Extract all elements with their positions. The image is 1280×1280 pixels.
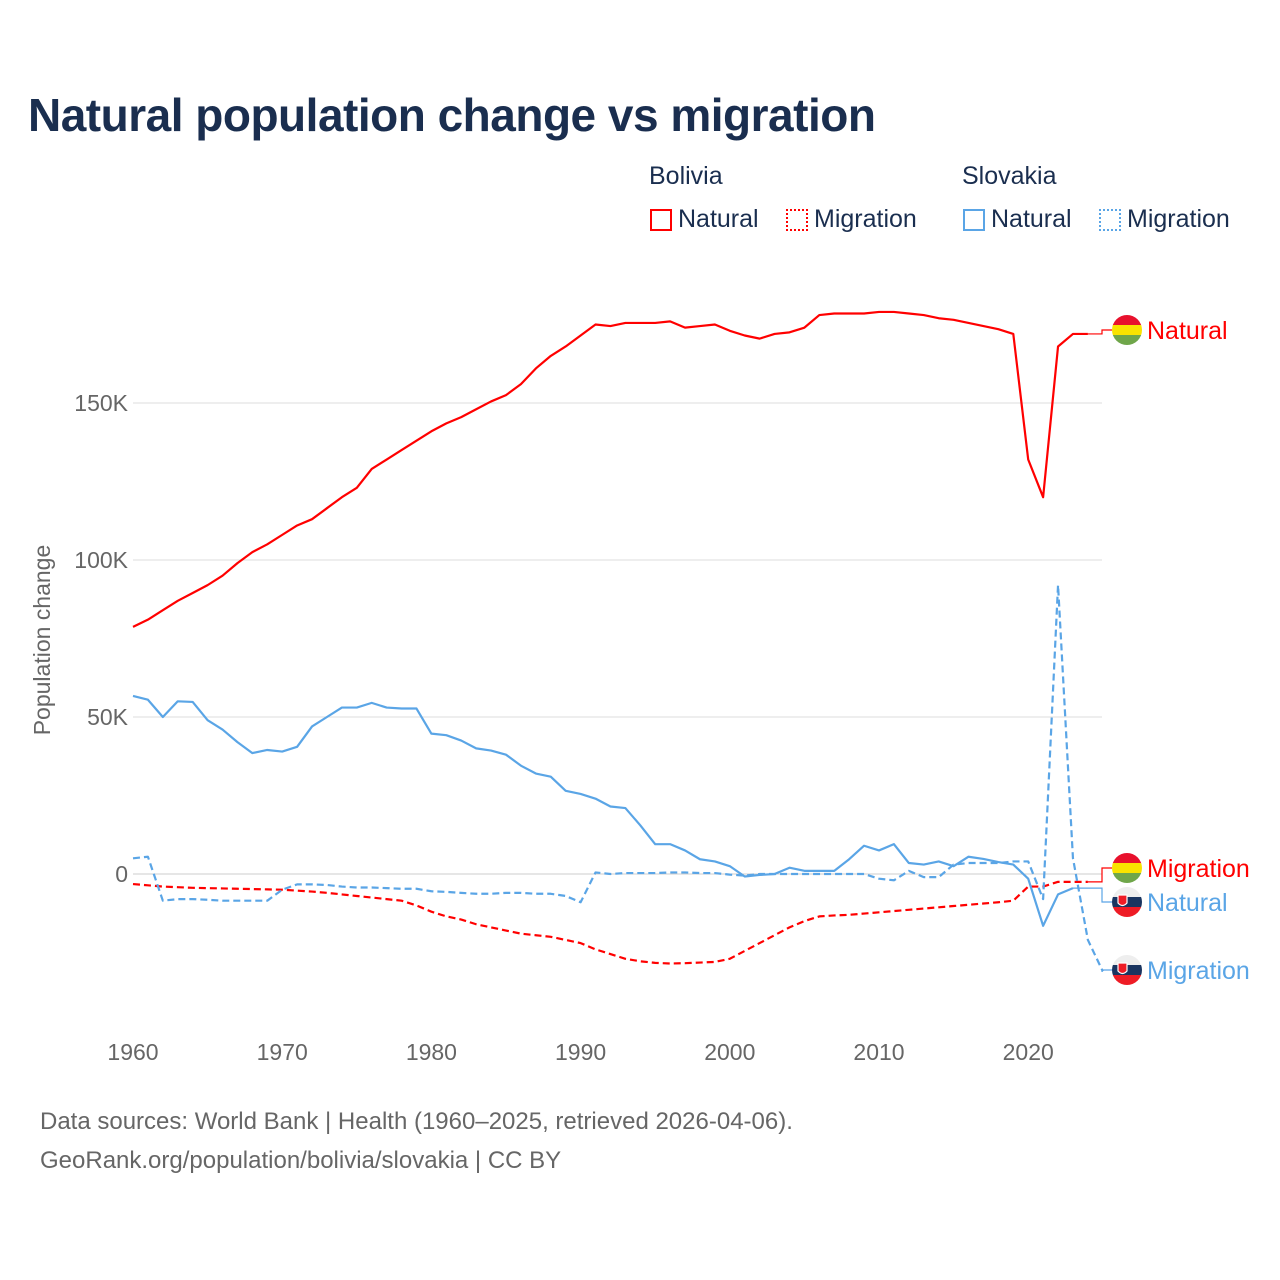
legend-label: Natural	[991, 205, 1072, 233]
legend-swatch-dotted	[786, 208, 808, 231]
legend-group-bolivia: Bolivia	[649, 162, 723, 190]
legend-bolivia-natural[interactable]: Natural	[650, 205, 759, 234]
y-tick-label: 150K	[74, 390, 128, 416]
slovakia-flag-icon	[1112, 955, 1142, 985]
legend-label: Migration	[814, 205, 917, 233]
label-connector	[1072, 887, 1112, 903]
series-end-label: Natural	[1147, 317, 1228, 345]
label-connector	[1087, 329, 1112, 335]
x-tick-label: 2000	[704, 1039, 755, 1065]
bolivia-flag-icon	[1112, 315, 1142, 345]
y-axis-label: Population change	[29, 545, 55, 736]
footer-sources: Data sources: World Bank | Health (1960–…	[40, 1108, 793, 1135]
label-connector	[1101, 969, 1112, 972]
legend-bolivia-migration[interactable]: Migration	[786, 205, 917, 234]
legend-swatch-solid	[963, 208, 985, 231]
x-tick-label: 1960	[107, 1039, 158, 1065]
x-tick-label: 2010	[853, 1039, 904, 1065]
legend-label: Natural	[678, 205, 759, 233]
x-tick-label: 1990	[555, 1039, 606, 1065]
x-tick-label: 1970	[257, 1039, 308, 1065]
label-connector	[1087, 867, 1112, 883]
series-line-slovakia-natural	[132, 694, 1074, 927]
x-tick-label: 1980	[406, 1039, 457, 1065]
series-line-slovakia-migration	[132, 584, 1104, 972]
y-tick-label: 50K	[87, 704, 129, 730]
legend-swatch-solid	[650, 208, 672, 231]
legend-label: Migration	[1127, 205, 1230, 233]
series-end-label: Natural	[1147, 889, 1228, 917]
y-tick-label: 0	[115, 861, 128, 887]
slovakia-flag-icon	[1112, 887, 1142, 917]
series-end-label: Migration	[1147, 855, 1250, 883]
legend-swatch-dotted	[1099, 208, 1121, 231]
legend-slovakia-migration[interactable]: Migration	[1099, 205, 1230, 234]
series-end-label: Migration	[1147, 957, 1250, 985]
legend-group-slovakia: Slovakia	[962, 162, 1057, 190]
series-line-bolivia-migration	[132, 880, 1088, 965]
y-tick-label: 100K	[74, 547, 128, 573]
footer-url[interactable]: GeoRank.org/population/bolivia/slovakia …	[40, 1147, 562, 1174]
bolivia-flag-icon	[1112, 853, 1142, 883]
legend-slovakia-natural[interactable]: Natural	[963, 205, 1072, 234]
chart-title: Natural population change vs migration	[28, 89, 876, 141]
series-line-bolivia-natural	[132, 310, 1088, 628]
x-tick-label: 2020	[1003, 1039, 1054, 1065]
